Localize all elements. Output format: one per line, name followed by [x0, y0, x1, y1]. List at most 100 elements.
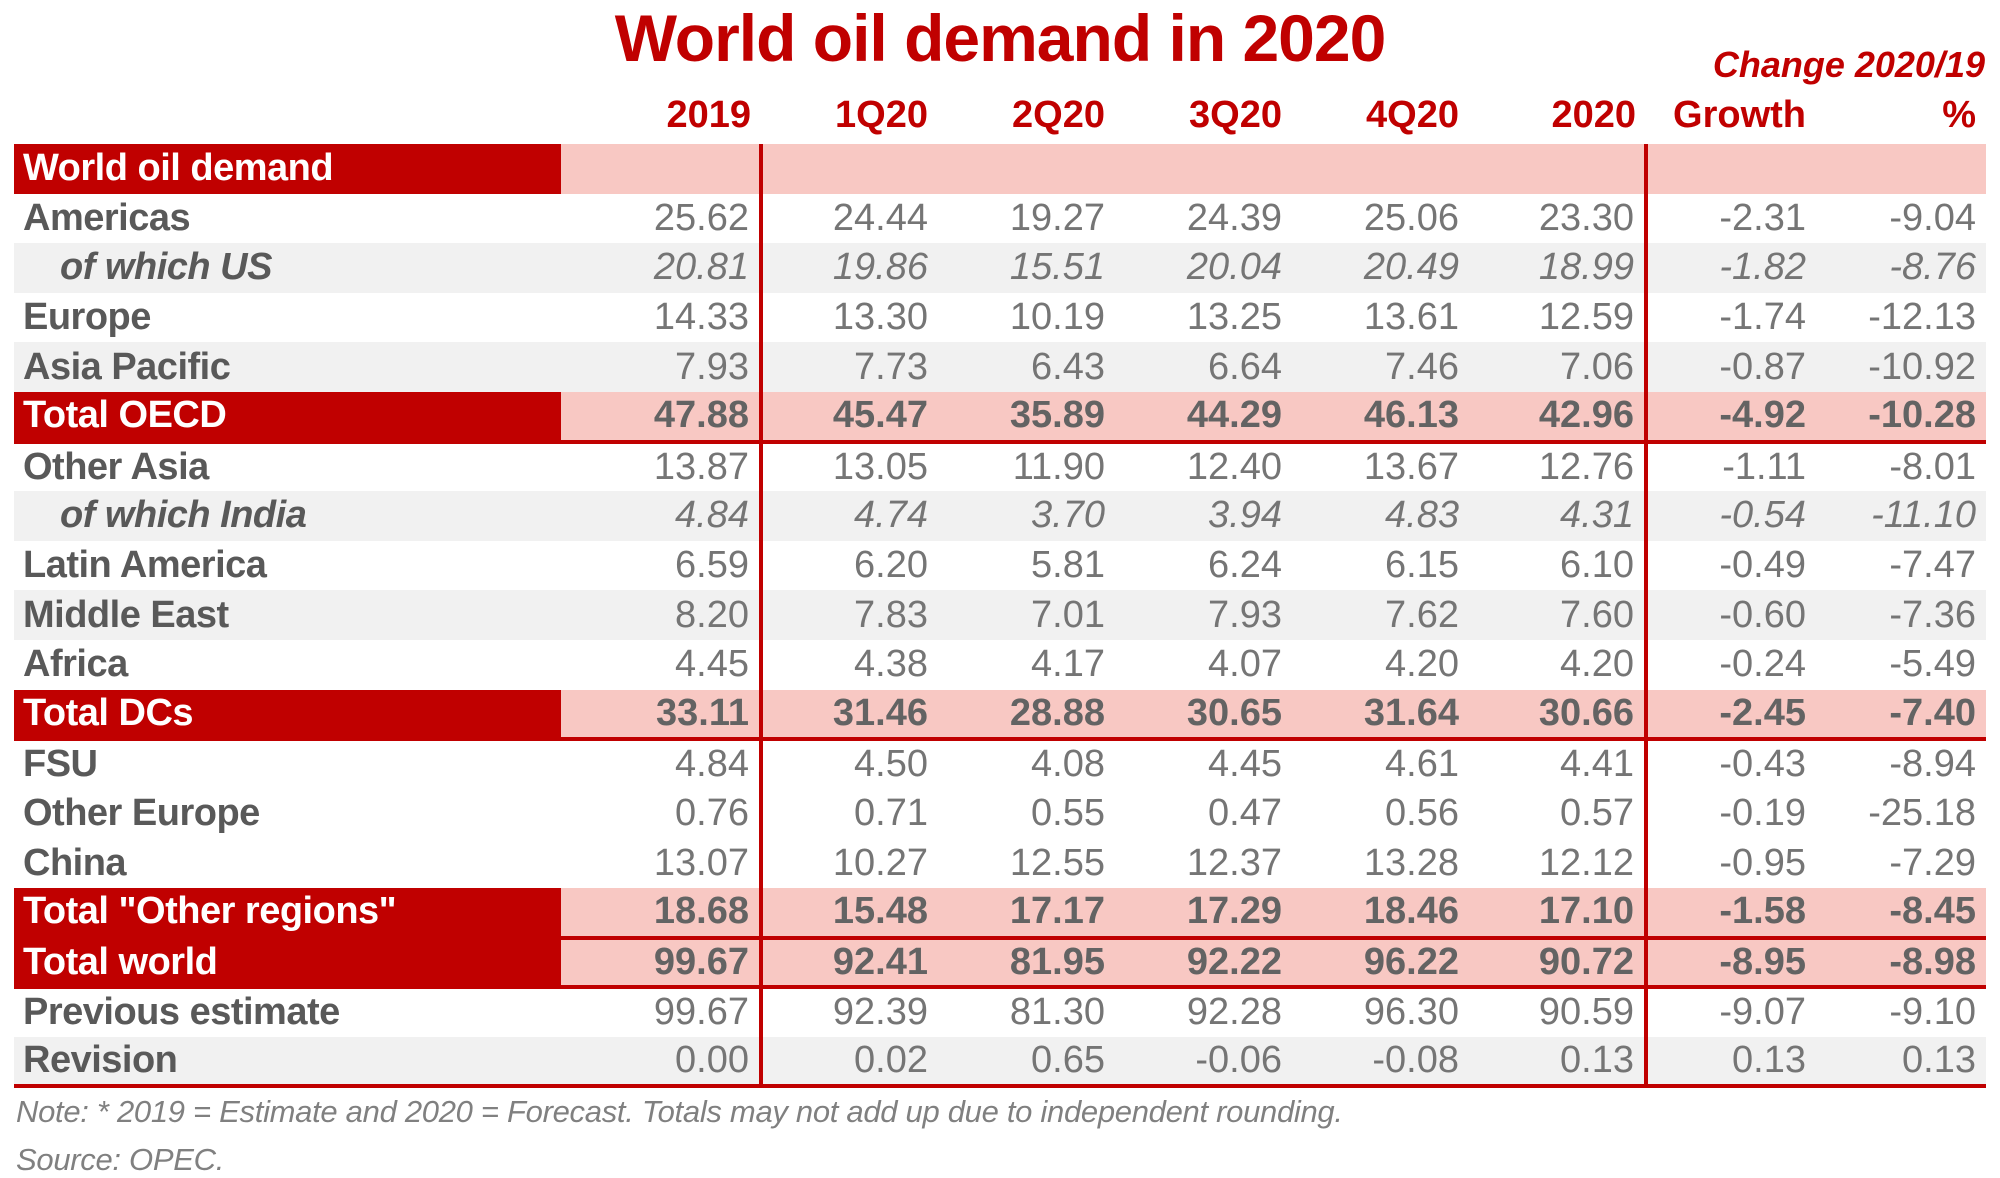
value-cell: -8.95: [1646, 937, 1816, 990]
value-cell: 4.17: [938, 639, 1115, 690]
value-cell: -8.45: [1816, 887, 1986, 940]
value-cell: -8.76: [1816, 243, 1986, 293]
value-cell: 12.55: [938, 838, 1115, 888]
row-label-header: [14, 86, 561, 144]
value-cell: 7.46: [1292, 342, 1469, 392]
sub-row: of which US 20.81 19.86 15.51 20.04 20.49 18.9…: [14, 243, 1986, 293]
value-cell: 31.64: [1292, 689, 1469, 742]
row-label: of which India: [14, 491, 561, 541]
value-cell: 12.37: [1115, 838, 1292, 888]
value-cell: 4.50: [761, 739, 938, 789]
value-cell: -1.74: [1646, 292, 1816, 343]
value-cell: -4.92: [1646, 391, 1816, 444]
value-cell: 0.13: [1469, 1036, 1648, 1089]
value-cell: -2.31: [1646, 193, 1816, 244]
value-cell: -10.28: [1816, 391, 1986, 444]
row-label: Revision: [14, 1036, 561, 1089]
value-cell: 24.39: [1115, 193, 1292, 244]
value-cell: 17.29: [1115, 887, 1292, 940]
row-label: Asia Pacific: [14, 342, 561, 392]
row-label: Latin America: [14, 540, 561, 591]
value-cell: -0.95: [1646, 838, 1816, 888]
value-cell: 81.95: [938, 937, 1115, 990]
value-cell: 0.56: [1292, 788, 1469, 839]
value-cell: 4.07: [1115, 639, 1292, 690]
value-cell: 6.59: [561, 540, 763, 591]
page-title: World oil demand in 2020: [614, 1, 1387, 75]
row-label: Other Europe: [14, 788, 561, 839]
total-row: Total DCs 33.11 31.46 28.88 30.65 31.64 30.66-…: [14, 689, 1986, 742]
value-cell: 99.67: [561, 987, 763, 1037]
value-cell: 6.15: [1292, 540, 1469, 591]
table-row: Latin America 6.59 6.20 5.81 6.24 6.15 6.10 -0.…: [14, 540, 1986, 591]
value-cell: 25.62: [561, 193, 763, 244]
value-cell: 4.08: [938, 739, 1115, 789]
value-cell: 12.59: [1469, 292, 1648, 343]
row-label: FSU: [14, 739, 561, 789]
value-cell: -8.98: [1816, 937, 1986, 990]
value-cell: 4.45: [1115, 739, 1292, 789]
value-cell: 90.59: [1469, 987, 1648, 1037]
value-cell: 3.70: [938, 491, 1115, 541]
value-cell: 18.99: [1469, 243, 1648, 293]
value-cell: 19.27: [938, 193, 1115, 244]
value-cell: 31.46: [761, 689, 938, 742]
value-cell: 13.28: [1292, 838, 1469, 888]
change-header: Change 2020/19: [1712, 44, 1985, 85]
value-cell: 11.90: [938, 441, 1115, 492]
column-header: 3Q20: [1115, 86, 1292, 144]
row-label: Europe: [14, 292, 561, 343]
value-cell: -7.29: [1816, 838, 1986, 888]
value-cell: [761, 144, 938, 194]
value-cell: 6.20: [761, 540, 938, 591]
value-cell: 7.93: [1115, 590, 1292, 640]
table-row: Revision 0.00 0.02 0.65 -0.06 -0.08 0.13 0.13 0.…: [14, 1036, 1986, 1089]
value-cell: 0.02: [761, 1036, 938, 1089]
value-cell: 0.13: [1816, 1036, 1986, 1089]
row-label: World oil demand: [14, 144, 561, 194]
value-cell: 4.38: [761, 639, 938, 690]
value-cell: 8.20: [561, 590, 763, 640]
table-row: Middle East 8.20 7.83 7.01 7.93 7.62 7.60 -0.60…: [14, 590, 1986, 640]
value-cell: 20.49: [1292, 243, 1469, 293]
value-cell: -1.58: [1646, 887, 1816, 940]
value-cell: 13.05: [761, 441, 938, 492]
value-cell: 10.27: [761, 838, 938, 888]
value-cell: 96.22: [1292, 937, 1469, 990]
value-cell: 12.12: [1469, 838, 1648, 888]
column-header: Growth: [1646, 86, 1816, 144]
value-cell: -25.18: [1816, 788, 1986, 839]
value-cell: 7.83: [761, 590, 938, 640]
value-cell: -0.87: [1646, 342, 1816, 392]
value-cell: 92.39: [761, 987, 938, 1037]
column-header: 2Q20: [938, 86, 1115, 144]
value-cell: 13.25: [1115, 292, 1292, 343]
section-header-row: World oil demand: [14, 144, 1986, 194]
value-cell: -0.19: [1646, 788, 1816, 839]
row-label: of which US: [14, 243, 561, 293]
value-cell: 12.40: [1115, 441, 1292, 492]
value-cell: 7.73: [761, 342, 938, 392]
value-cell: 0.00: [561, 1036, 763, 1089]
value-cell: -9.07: [1646, 987, 1816, 1037]
value-cell: -0.49: [1646, 540, 1816, 591]
footnote: Note: * 2019 = Estimate and 2020 = Forec…: [16, 1094, 1343, 1129]
total-row: Total "Other regions" 18.68 15.48 17.17 17.2…: [14, 887, 1986, 940]
value-cell: 3.94: [1115, 491, 1292, 541]
value-cell: 18.46: [1292, 887, 1469, 940]
value-cell: 47.88: [561, 391, 763, 444]
row-label: Total OECD: [14, 391, 561, 444]
value-cell: 4.61: [1292, 739, 1469, 789]
value-cell: 13.30: [761, 292, 938, 343]
value-cell: 19.86: [761, 243, 938, 293]
value-cell: 7.60: [1469, 590, 1648, 640]
value-cell: -12.13: [1816, 292, 1986, 343]
value-cell: 24.44: [761, 193, 938, 244]
row-label: Middle East: [14, 590, 561, 640]
value-cell: 15.48: [761, 887, 938, 940]
value-cell: 23.30: [1469, 193, 1648, 244]
value-cell: 6.43: [938, 342, 1115, 392]
value-cell: -2.45: [1646, 689, 1816, 742]
column-header-row: 2019 1Q20 2Q20 3Q20 4Q20 2020 Growth%: [14, 86, 1986, 144]
value-cell: 5.81: [938, 540, 1115, 591]
